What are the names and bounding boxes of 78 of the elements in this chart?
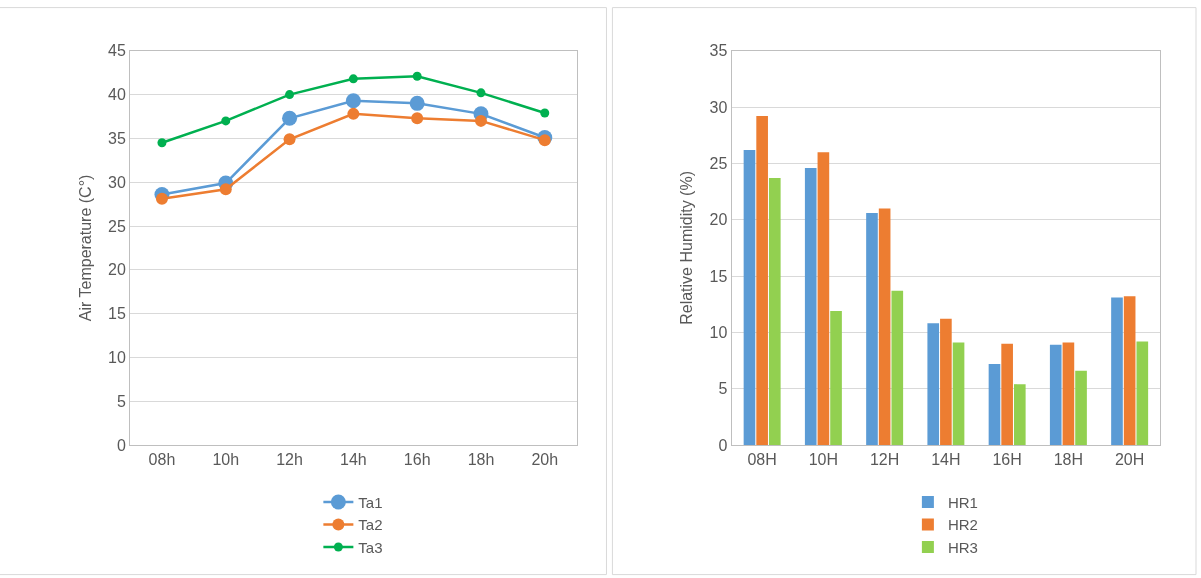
bar (988, 363, 1001, 445)
y-tick-label: 35 (108, 130, 126, 147)
legend-label: Ta3 (358, 538, 383, 556)
point (348, 74, 358, 84)
y-axis-title: Relative Humidity (%) (678, 170, 696, 325)
bar (866, 212, 878, 445)
point (155, 192, 168, 205)
bar (891, 290, 904, 445)
x-tick-label: 08H (747, 451, 777, 469)
x-tick-label: 18H (1053, 451, 1084, 469)
x-tick-label: 16H (992, 451, 1022, 469)
y-tick-label: 35 (709, 42, 728, 60)
legend-label: HR2 (947, 516, 978, 534)
bar (830, 310, 842, 445)
point (538, 134, 551, 147)
y-tick-label: 10 (709, 323, 728, 341)
point (283, 133, 296, 146)
x-tick-label: 14H (931, 451, 961, 469)
y-axis-title: Air Temperature (C°) (76, 174, 94, 322)
bar (1013, 384, 1026, 445)
bar (1075, 370, 1087, 445)
point (540, 108, 550, 118)
bar (1001, 343, 1013, 445)
bar (1049, 344, 1062, 445)
legend-label: HR3 (947, 538, 978, 556)
legend-label: Ta2 (358, 516, 383, 534)
y-tick-label: 20 (108, 261, 126, 279)
y-tick-label: 45 (108, 42, 126, 60)
bar (804, 167, 817, 445)
y-tick-label: 15 (108, 305, 126, 323)
bar (768, 178, 781, 445)
point (347, 107, 360, 120)
x-tick-label: 16h (403, 451, 431, 469)
legend-label: HR1 (947, 493, 978, 511)
bar (952, 342, 965, 445)
bar (756, 116, 768, 445)
point (411, 112, 424, 125)
y-tick-label: 25 (709, 155, 728, 173)
x-tick-label: 12h (276, 451, 303, 469)
point (474, 114, 487, 127)
y-tick-label: 30 (108, 173, 126, 191)
bar (940, 318, 952, 445)
point (285, 90, 295, 100)
x-tick-label: 20h (531, 451, 559, 469)
point (282, 110, 298, 126)
y-tick-label: 25 (108, 217, 126, 235)
x-tick-label: 20H (1114, 451, 1145, 469)
legend-label: Ta1 (358, 493, 383, 511)
y-tick-label: 15 (709, 267, 728, 285)
y-tick-label: 5 (718, 380, 728, 398)
y-tick-label: 10 (108, 349, 126, 366)
bar (1136, 341, 1149, 445)
point (412, 71, 422, 81)
bar (1062, 342, 1075, 445)
y-tick-label: 5 (116, 392, 126, 410)
point (221, 116, 231, 126)
x-tick-label: 18h (467, 451, 495, 469)
bar (878, 208, 891, 445)
x-tick-label: 08h (148, 451, 176, 469)
bar (743, 149, 756, 445)
x-tick-label: 10H (808, 451, 839, 469)
y-tick-label: 0 (718, 436, 728, 454)
point (219, 183, 232, 196)
y-tick-label: 40 (108, 86, 126, 104)
bar (817, 152, 830, 445)
x-tick-label: 12H (869, 451, 900, 469)
bar (927, 323, 940, 445)
y-tick-label: 30 (709, 98, 728, 116)
bar (1111, 297, 1123, 445)
point (409, 95, 425, 111)
point (157, 138, 167, 148)
x-tick-label: 14h (340, 451, 367, 469)
y-tick-label: 0 (116, 436, 126, 454)
point (345, 93, 361, 109)
y-tick-label: 20 (709, 211, 728, 229)
x-tick-label: 10h (212, 451, 240, 469)
point (476, 88, 486, 98)
bar (1123, 296, 1136, 445)
